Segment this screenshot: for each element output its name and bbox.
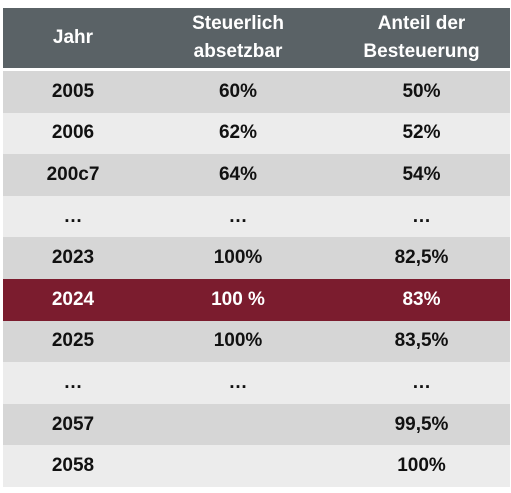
- cell-deductible: 62%: [143, 112, 333, 155]
- cell-taxation: 100%: [333, 445, 510, 487]
- table-row: 2025 100% 83,5%: [3, 320, 510, 363]
- cell-taxation: 54%: [333, 154, 510, 196]
- table-row: ………: [3, 362, 510, 404]
- cell-year: 2058: [3, 445, 143, 487]
- table-row: 200c7 64% 54%: [3, 154, 510, 196]
- cell-taxation: 83,5%: [333, 320, 510, 363]
- cell-deductible: …: [143, 195, 333, 238]
- header-year-label: Jahr: [52, 27, 94, 48]
- header-row: Jahr Steuerlich absetzbar Anteil der Bes…: [3, 8, 510, 70]
- header-taxation-line-2: Besteuerung: [363, 41, 480, 62]
- table-row: 2023 100% 82,5%: [3, 237, 510, 279]
- cell-year: …: [3, 195, 143, 238]
- cell-year: 2057: [3, 403, 143, 446]
- cell-deductible: [143, 403, 333, 446]
- cell-deductible: 100 %: [143, 278, 333, 321]
- cell-year: 2005: [3, 69, 143, 113]
- header-deductible-line-2: absetzbar: [193, 41, 283, 62]
- cell-year: …: [3, 362, 143, 404]
- header-taxation: Anteil der Besteuerung: [333, 8, 510, 70]
- table-header: Jahr Steuerlich absetzbar Anteil der Bes…: [3, 8, 510, 70]
- cell-year: 2024: [3, 278, 143, 321]
- cell-deductible: …: [143, 362, 333, 404]
- cell-year: 2023: [3, 237, 143, 279]
- cell-year: 2006: [3, 112, 143, 155]
- cell-taxation: 50%: [333, 69, 510, 113]
- cell-taxation: 99,5%: [333, 403, 510, 446]
- cell-deductible: 100%: [143, 237, 333, 279]
- header-year: Jahr: [3, 8, 143, 70]
- table-row: ………: [3, 195, 510, 238]
- cell-taxation: 82,5%: [333, 237, 510, 279]
- table-row: 2005 60% 50%: [3, 69, 510, 113]
- cell-taxation: 52%: [333, 112, 510, 155]
- cell-taxation: 83%: [333, 278, 510, 321]
- header-taxation-line-1: Anteil der: [377, 13, 466, 34]
- table-row: 2058 100%: [3, 445, 510, 487]
- cell-year: 2025: [3, 320, 143, 363]
- table-row-highlighted: 2024 100 % 83%: [3, 278, 510, 321]
- cell-deductible: 60%: [143, 69, 333, 113]
- table-body: 2005 60% 50% 2006 62% 52% 200c7 64% 54%……… 2023 10…: [3, 69, 510, 487]
- cell-deductible: 100%: [143, 320, 333, 363]
- cell-taxation: …: [333, 195, 510, 238]
- header-deductible-line-1: Steuerlich: [192, 13, 284, 34]
- table-row: 2057 99,5%: [3, 403, 510, 446]
- tax-table-container: Jahr Steuerlich absetzbar Anteil der Bes…: [3, 8, 510, 487]
- table-row: 2006 62% 52%: [3, 112, 510, 155]
- tax-table: Jahr Steuerlich absetzbar Anteil der Bes…: [3, 8, 510, 487]
- header-deductible: Steuerlich absetzbar: [143, 8, 333, 70]
- cell-year: 200c7: [3, 154, 143, 196]
- cell-deductible: 64%: [143, 154, 333, 196]
- cell-deductible: [143, 445, 333, 487]
- cell-taxation: …: [333, 362, 510, 404]
